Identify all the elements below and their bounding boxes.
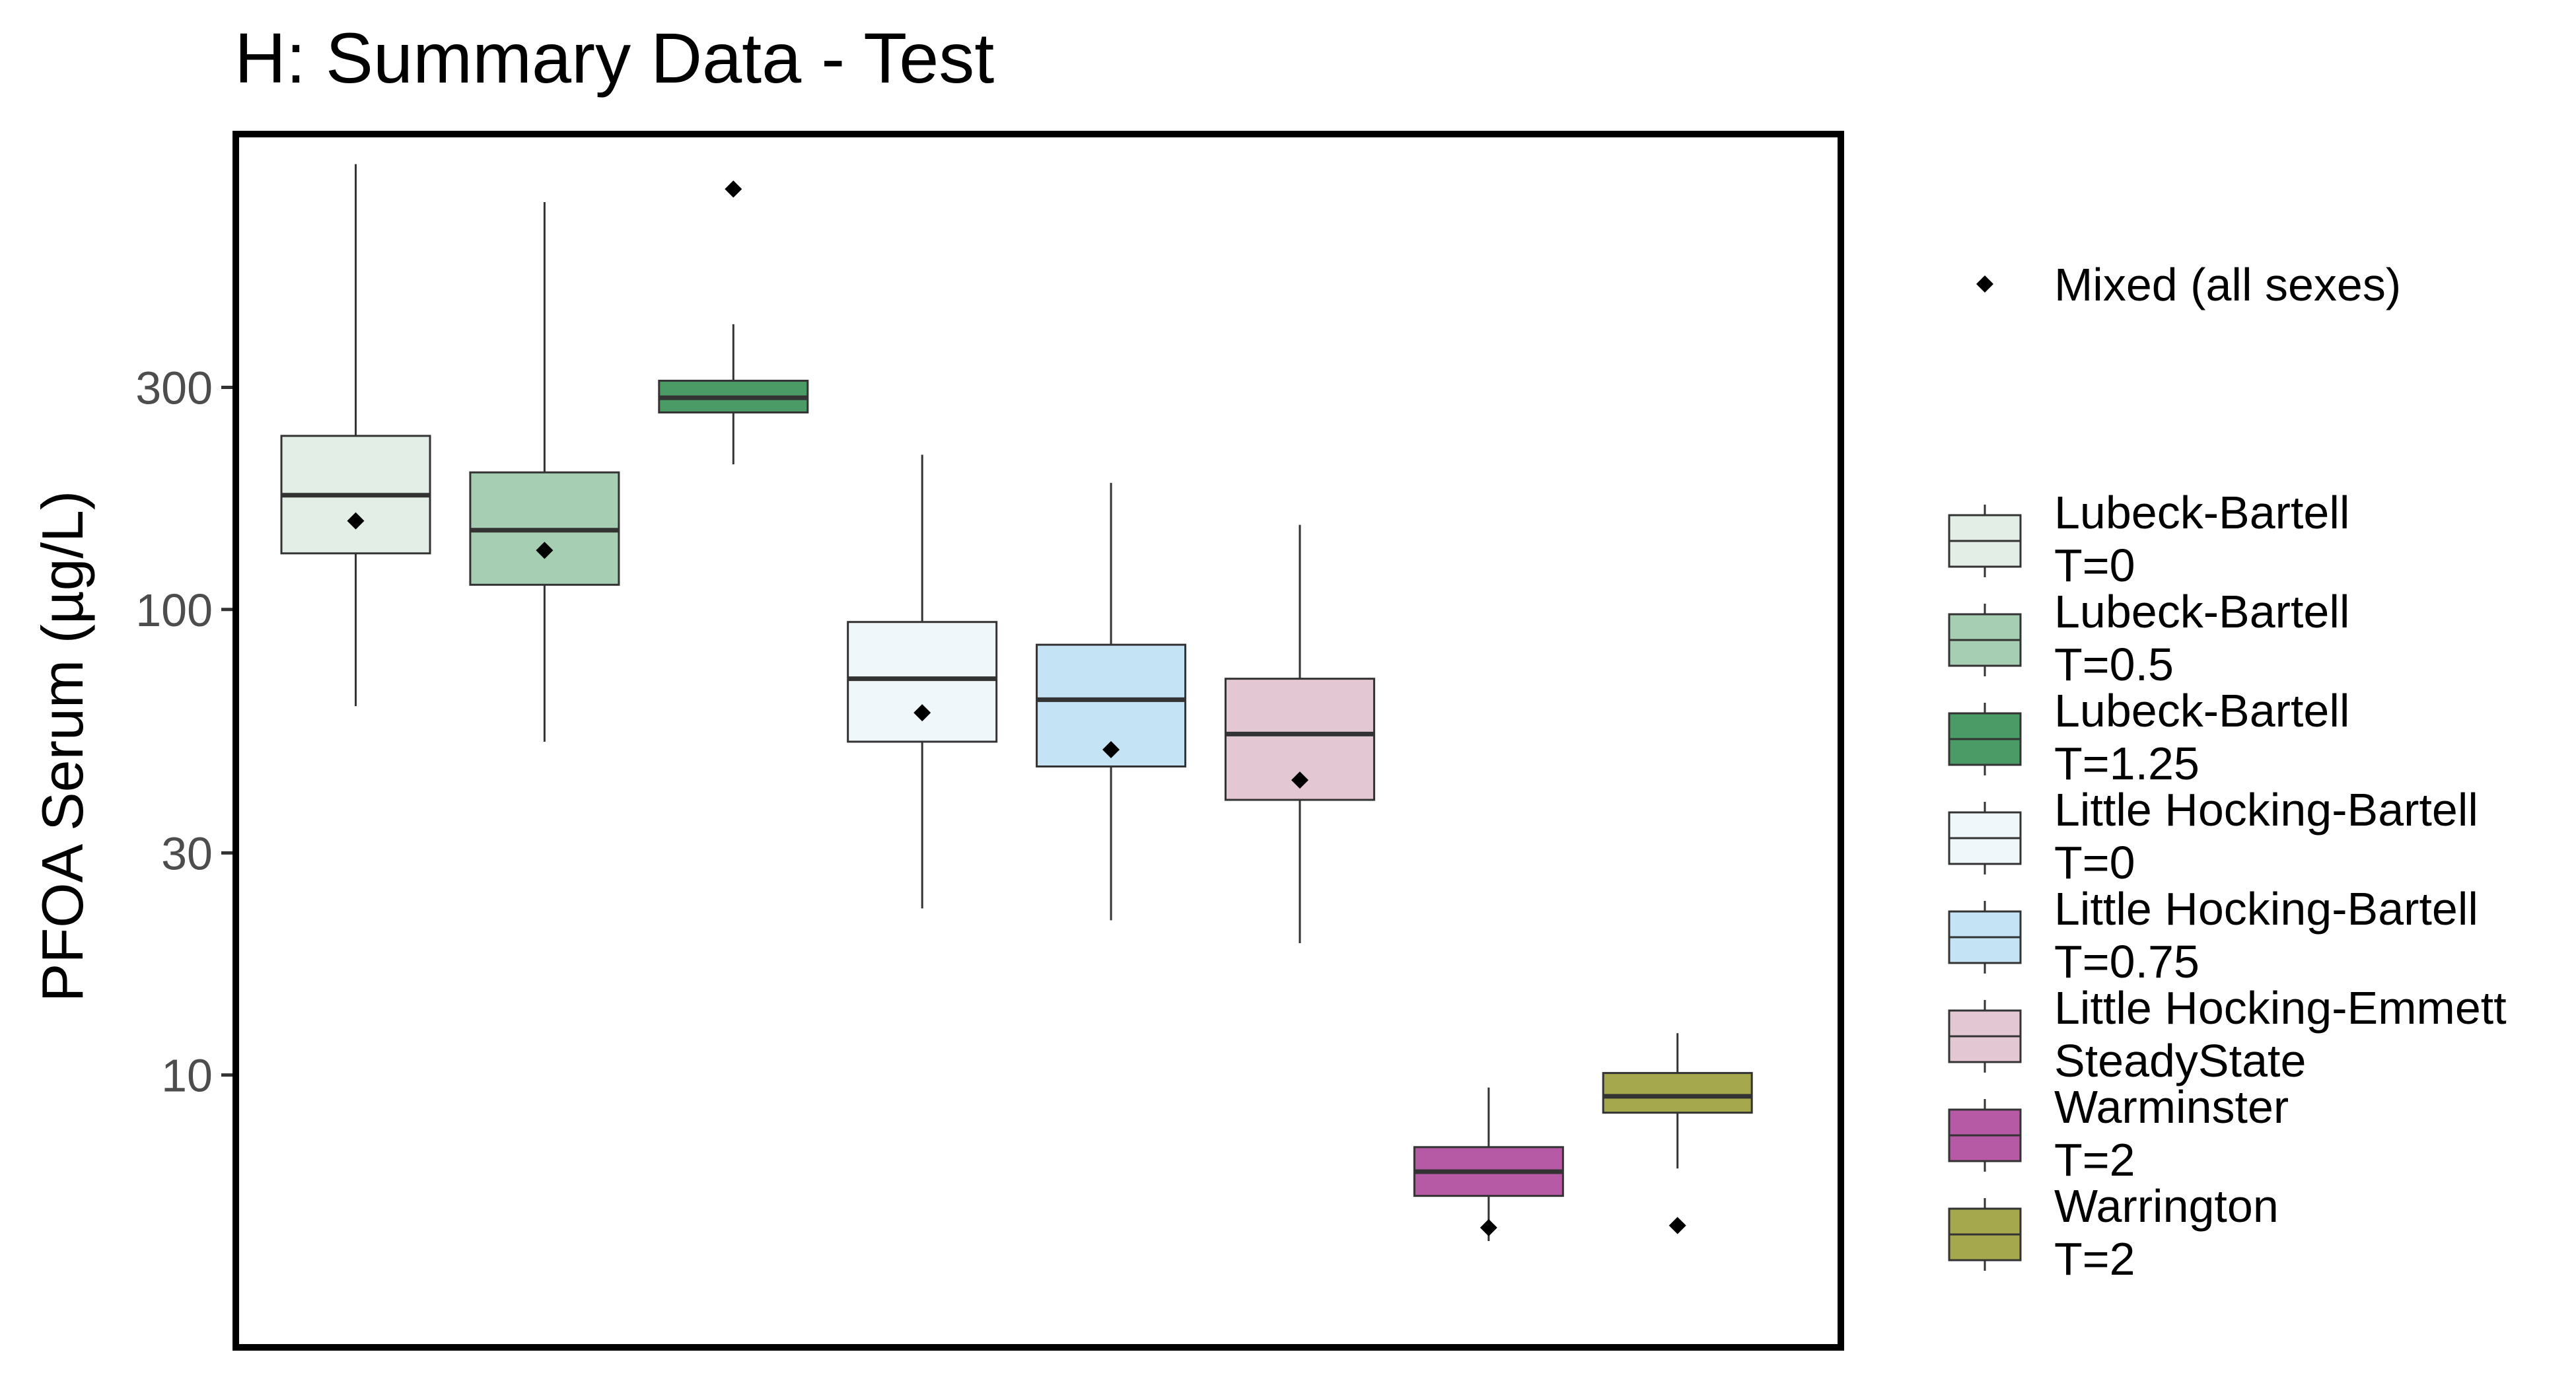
legend-label: Lubeck-Bartell [2054, 487, 2349, 538]
legend-label: T=0 [2054, 540, 2135, 591]
box-group [1413, 1087, 1564, 1241]
box-group [280, 164, 431, 707]
legend: Mixed (all sexes)Lubeck-BartellT=0Lubeck… [1948, 259, 2507, 1285]
legend-point-label: Mixed (all sexes) [2054, 259, 2401, 310]
y-axis: 10 30 100 300 [135, 362, 233, 1102]
legend-label: T=1.25 [2054, 738, 2200, 789]
mixed-point [347, 512, 365, 530]
legend-label: SteadyState [2054, 1035, 2306, 1086]
legend-label: Little Hocking-Emmett [2054, 982, 2507, 1034]
y-tick-label: 10 [161, 1050, 213, 1102]
box-group [847, 454, 998, 909]
mixed-point [1480, 1219, 1497, 1236]
legend-label: Warminster [2054, 1081, 2289, 1133]
y-tick-label: 300 [135, 362, 213, 413]
box-group [1224, 524, 1375, 943]
legend-label: T=0.5 [2054, 639, 2174, 690]
legend-label: Little Hocking-Bartell [2054, 883, 2478, 935]
box [847, 621, 998, 743]
plot-panel-border [233, 131, 1844, 1351]
legend-label: T=2 [2054, 1233, 2135, 1285]
legend-label: Little Hocking-Bartell [2054, 784, 2478, 836]
mixed-point [1668, 1217, 1686, 1234]
legend-label: Lubeck-Bartell [2054, 586, 2349, 637]
y-tick-label: 100 [135, 585, 213, 636]
mixed-point [725, 180, 742, 198]
box [1602, 1072, 1753, 1114]
legend-label: T=2 [2054, 1134, 2135, 1186]
box-group [658, 180, 809, 465]
mixed-point [913, 704, 931, 722]
y-tick-label: 30 [161, 828, 213, 879]
box-group [1602, 1033, 1753, 1234]
mixed-point [536, 542, 554, 559]
y-axis-label: PFOA Serum (µg/L) [30, 491, 95, 1002]
legend-label: T=0.75 [2054, 936, 2200, 987]
box-group [469, 201, 620, 742]
legend-point-symbol [1976, 275, 1993, 293]
mixed-point [1291, 771, 1308, 789]
legend-label: Lubeck-Bartell [2054, 685, 2349, 736]
box-group [1036, 483, 1187, 921]
legend-label: Warrington [2054, 1180, 2279, 1232]
legend-label: T=0 [2054, 837, 2135, 888]
chart-title: H: Summary Data - Test [234, 18, 994, 98]
mixed-point [1102, 740, 1120, 758]
plot-area [280, 164, 1753, 1241]
